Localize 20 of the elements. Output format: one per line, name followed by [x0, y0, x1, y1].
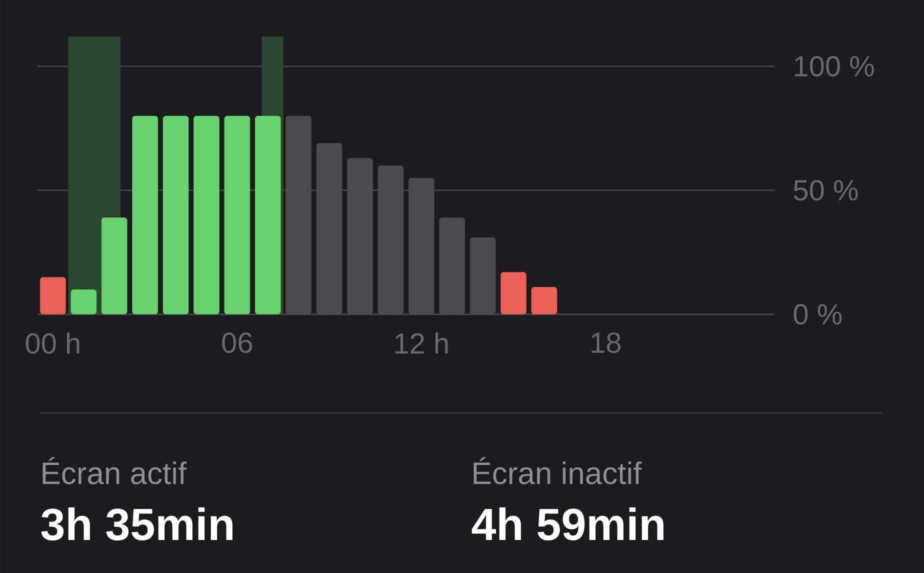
x-tick-label: 00 h [26, 332, 80, 354]
text: Écran actif [42, 457, 187, 484]
y-tick-label: 50 % [794, 180, 858, 201]
bar [194, 116, 220, 314]
x-tick-label: 06 [222, 332, 252, 354]
bar [531, 287, 558, 314]
bar [40, 277, 66, 314]
bar [162, 116, 189, 314]
x-tick-label: 12 h [395, 332, 448, 354]
bar [70, 289, 97, 314]
bar [132, 116, 158, 314]
text: Écran inactif [474, 457, 642, 484]
y-tick-label: 100 % [794, 56, 874, 77]
bar [500, 272, 526, 314]
bar [224, 116, 250, 314]
y-tick-label: 0 % [794, 304, 842, 325]
bar [101, 218, 128, 314]
text: 4h 59min [472, 507, 664, 540]
x-tick-label: 18 [592, 332, 620, 354]
text: 3h 35min [41, 507, 232, 540]
